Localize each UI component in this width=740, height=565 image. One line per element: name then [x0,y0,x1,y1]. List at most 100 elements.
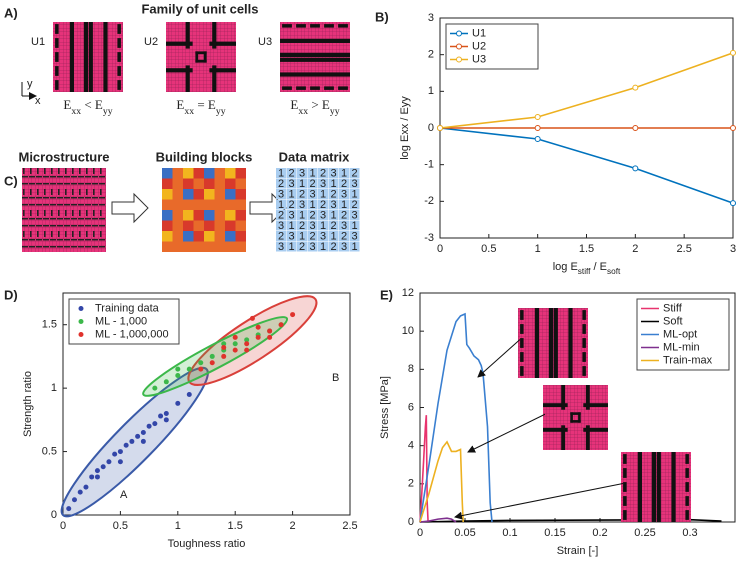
cell-bar [117,38,121,48]
matrix-number: 2 [278,178,284,190]
point-marker [730,125,736,131]
maze-bar [99,239,105,241]
maze-bar [22,239,28,241]
maze-bar [85,176,91,178]
matrix-cell [349,199,360,210]
matrix-number: 2 [351,199,357,211]
scatter-point [158,413,164,419]
building-block [225,210,236,221]
scatter-point [209,360,215,366]
x-tick-label: 0.25 [634,527,655,539]
building-block [172,231,183,242]
matrix-number: 1 [330,178,336,190]
building-block [172,199,183,210]
y-tick-label: 2 [408,478,414,490]
region-label: B [332,372,339,384]
y-tick-label: 0 [51,509,57,521]
cell-bar [203,51,207,63]
cell-bar [656,452,661,522]
text-part: yy [216,106,226,117]
matrix-cell [328,231,339,241]
matrix-number: 2 [320,199,326,211]
matrix-number: 1 [351,188,357,200]
maze-bar [85,225,91,227]
y-tick-label: 3 [428,12,434,24]
x-axis-label: Strain [-] [557,545,599,557]
maze-bar [23,168,25,174]
maze-bar [78,239,84,241]
matrix-number: 1 [330,230,336,242]
cell-bar [117,80,121,90]
cell-bar [88,22,93,92]
scatter-point [290,312,296,318]
matrix-cell [276,241,286,252]
matrix-cell [276,189,286,199]
matrix-number: 1 [309,199,315,211]
matrix-number: 1 [341,167,347,179]
maze-bar [23,231,25,237]
building-block [214,231,225,242]
matrix-number: 2 [330,220,336,232]
matrix-cell [349,178,360,189]
text-part: < E [81,97,103,112]
scatter-point [221,341,227,347]
maze-bar [29,183,35,185]
cell-bar [209,41,236,46]
scatter-point [163,411,169,417]
maze-bar [100,231,102,237]
maze-bar [64,225,70,227]
maze-bar [86,168,88,174]
legend-label: ML - 1,000 [95,315,147,327]
scatter-point [117,449,123,455]
scatter-point [77,489,83,495]
y-axis-label: Strength ratio [22,371,34,437]
scatter-point [186,391,192,397]
cell-bar [548,308,553,378]
building-block [214,241,225,252]
maze-bar [79,231,81,237]
scatter-point [152,385,158,391]
matrix-cell [339,231,349,241]
matrix-cell [318,168,328,178]
x-tick-label: 0 [417,527,423,539]
maze-bar [44,231,46,237]
maze-bar [43,246,49,248]
maze-bar [58,168,60,174]
scatter-point [146,423,152,429]
building-block [183,231,194,242]
building-block [172,189,183,200]
maze-bar [57,183,63,185]
scatter-point [140,438,146,444]
legend-label: ML - 1,000,000 [95,328,169,340]
matrix-number: 1 [288,220,294,232]
scatter-point [221,353,227,359]
matrix-cell [328,241,339,252]
maze-bar [85,183,91,185]
matrix-number: 2 [341,230,347,242]
legend-box [68,298,180,345]
cell-bar [310,24,320,28]
y-tick-label: 6 [408,401,414,413]
text-part: xx [184,106,194,117]
maze-bar [36,183,42,185]
cell-bar [637,452,642,522]
x-tick-label: 1 [175,520,181,532]
matrix-cell [286,168,297,178]
scatter-point [89,474,95,480]
building-block [172,241,183,252]
building-block [162,189,173,200]
scatter-point [209,353,215,359]
matrix-cell [297,189,307,199]
cell-bar [83,22,88,92]
cell-bar [55,66,59,76]
matrix-number: 2 [278,230,284,242]
matrix-cell [307,189,318,199]
maze-bar [64,204,70,206]
building-block [235,220,246,231]
matrix-cell [328,220,339,231]
series-line [439,52,734,129]
maze-bar [36,176,42,178]
matrix-number: 2 [330,188,336,200]
maze-bar [85,204,91,206]
building-block [204,168,215,179]
